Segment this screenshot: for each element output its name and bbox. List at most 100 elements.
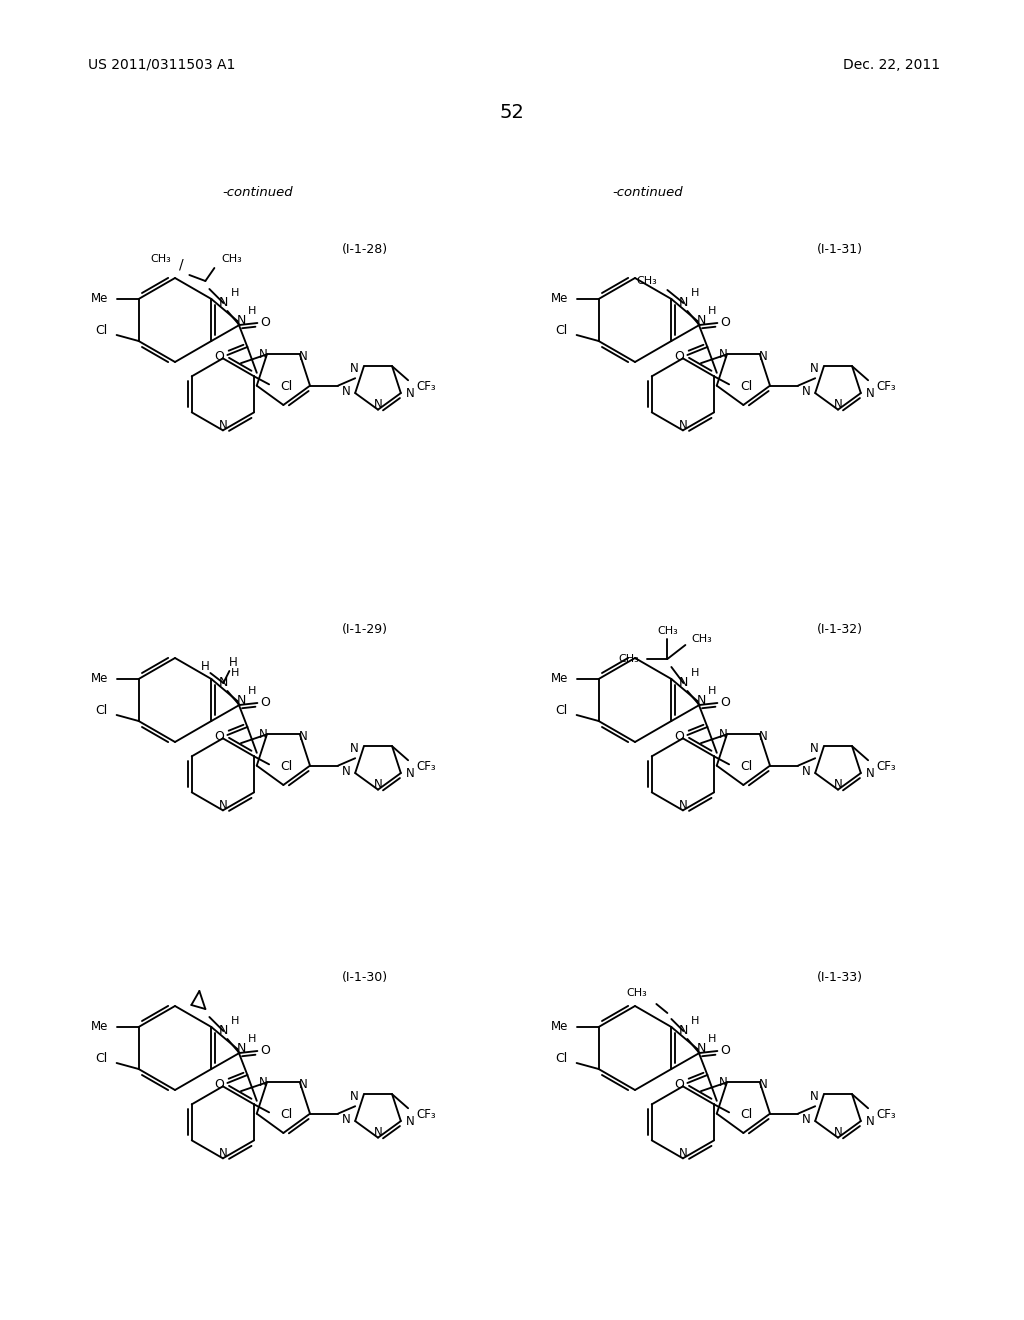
- Text: Cl: Cl: [95, 1052, 108, 1065]
- Text: CH₃: CH₃: [637, 276, 657, 286]
- Text: N: N: [810, 742, 819, 755]
- Text: O: O: [214, 730, 224, 743]
- Text: N: N: [237, 1043, 246, 1056]
- Text: CH₃: CH₃: [627, 987, 647, 998]
- Text: N: N: [679, 676, 688, 689]
- Text: -continued: -continued: [222, 186, 293, 199]
- Text: Cl: Cl: [555, 705, 567, 718]
- Text: H: H: [709, 686, 717, 696]
- Text: N: N: [719, 727, 727, 741]
- Text: Cl: Cl: [95, 325, 108, 338]
- Text: N: N: [218, 418, 227, 432]
- Text: Me: Me: [91, 672, 109, 685]
- Text: N: N: [258, 1076, 267, 1089]
- Text: (I-1-31): (I-1-31): [817, 243, 863, 256]
- Text: Cl: Cl: [555, 325, 567, 338]
- Text: CH₃: CH₃: [618, 653, 639, 664]
- Text: N: N: [237, 314, 246, 327]
- Text: Cl: Cl: [555, 1052, 567, 1065]
- Text: O: O: [721, 1044, 730, 1057]
- Text: CH₃: CH₃: [657, 626, 678, 636]
- Text: N: N: [866, 767, 874, 780]
- Text: N: N: [759, 350, 767, 363]
- Text: (I-1-32): (I-1-32): [817, 623, 863, 636]
- Text: CF₃: CF₃: [877, 760, 896, 772]
- Text: H: H: [691, 1016, 699, 1026]
- Text: N: N: [258, 348, 267, 360]
- Text: N: N: [298, 1078, 307, 1090]
- Text: N: N: [406, 1114, 415, 1127]
- Text: N: N: [696, 1043, 707, 1056]
- Text: N: N: [834, 1126, 843, 1139]
- Text: Me: Me: [551, 293, 568, 305]
- Text: Cl: Cl: [281, 1107, 292, 1121]
- Text: N: N: [834, 779, 843, 791]
- Text: N: N: [350, 362, 358, 375]
- Text: N: N: [406, 387, 415, 400]
- Text: N: N: [219, 676, 228, 689]
- Text: O: O: [675, 730, 684, 743]
- Text: N: N: [802, 1113, 810, 1126]
- Text: US 2011/0311503 A1: US 2011/0311503 A1: [88, 58, 236, 73]
- Text: N: N: [258, 727, 267, 741]
- Text: (I-1-29): (I-1-29): [342, 623, 388, 636]
- Text: N: N: [341, 764, 350, 777]
- Text: H: H: [229, 656, 238, 669]
- Text: Cl: Cl: [740, 1107, 753, 1121]
- Text: O: O: [260, 697, 270, 710]
- Text: Cl: Cl: [95, 705, 108, 718]
- Text: N: N: [802, 764, 810, 777]
- Text: Cl: Cl: [740, 760, 753, 772]
- Text: CF₃: CF₃: [416, 380, 436, 393]
- Text: N: N: [810, 1090, 819, 1102]
- Text: N: N: [406, 767, 415, 780]
- Text: H: H: [709, 1034, 717, 1044]
- Text: (I-1-28): (I-1-28): [342, 243, 388, 256]
- Text: N: N: [298, 730, 307, 743]
- Text: N: N: [679, 1147, 687, 1160]
- Text: N: N: [679, 297, 688, 309]
- Text: N: N: [679, 418, 687, 432]
- Text: O: O: [721, 317, 730, 330]
- Text: O: O: [260, 317, 270, 330]
- Text: N: N: [679, 1024, 688, 1038]
- Text: O: O: [675, 351, 684, 363]
- Text: N: N: [866, 1114, 874, 1127]
- Text: N: N: [810, 362, 819, 375]
- Text: N: N: [834, 399, 843, 411]
- Text: O: O: [260, 1044, 270, 1057]
- Text: H: H: [248, 1034, 257, 1044]
- Text: N: N: [696, 314, 707, 327]
- Text: CH₃: CH₃: [221, 253, 242, 264]
- Text: Cl: Cl: [281, 380, 292, 393]
- Text: H: H: [248, 686, 257, 696]
- Text: Me: Me: [551, 672, 568, 685]
- Text: N: N: [696, 694, 707, 708]
- Text: N: N: [374, 779, 382, 791]
- Text: CH₃: CH₃: [691, 634, 712, 644]
- Text: N: N: [219, 1024, 228, 1038]
- Text: N: N: [374, 399, 382, 411]
- Text: N: N: [298, 350, 307, 363]
- Text: Cl: Cl: [740, 380, 753, 393]
- Text: Me: Me: [91, 293, 109, 305]
- Text: CF₃: CF₃: [416, 1107, 436, 1121]
- Text: N: N: [350, 1090, 358, 1102]
- Text: N: N: [341, 1113, 350, 1126]
- Text: Me: Me: [551, 1020, 568, 1034]
- Text: CH₃: CH₃: [151, 253, 171, 264]
- Text: (I-1-33): (I-1-33): [817, 972, 863, 985]
- Text: O: O: [214, 1078, 224, 1092]
- Text: H: H: [231, 1016, 240, 1026]
- Text: N: N: [866, 387, 874, 400]
- Text: O: O: [214, 351, 224, 363]
- Text: H: H: [231, 668, 240, 678]
- Text: Me: Me: [91, 1020, 109, 1034]
- Text: N: N: [219, 297, 228, 309]
- Text: H: H: [691, 668, 699, 678]
- Text: O: O: [721, 697, 730, 710]
- Text: H: H: [248, 306, 257, 315]
- Text: N: N: [374, 1126, 382, 1139]
- Text: Cl: Cl: [281, 760, 292, 772]
- Text: H: H: [709, 306, 717, 315]
